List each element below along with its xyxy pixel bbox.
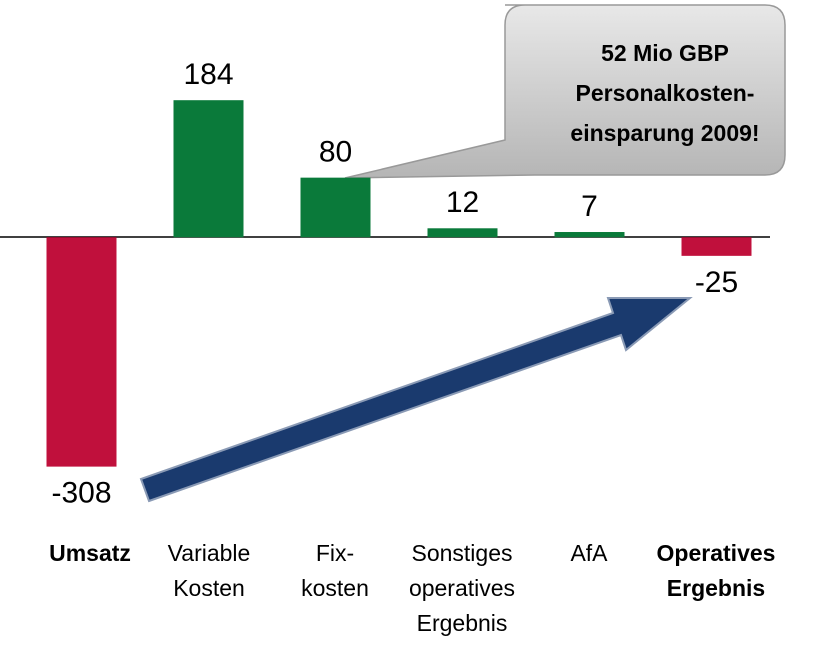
x-tick-label: Ergebnis — [417, 610, 508, 636]
x-tick-label: Ergebnis — [667, 575, 765, 601]
x-tick-label: kosten — [301, 575, 369, 601]
x-tick-label: Operatives — [657, 540, 776, 566]
value-label: 7 — [581, 190, 598, 223]
bars: -308 Umsatz 184 Variable Kosten 80 Fix-kosten 1… — [46, 58, 776, 636]
value-label: 80 — [319, 136, 352, 169]
value-label: -308 — [51, 477, 111, 510]
callout — [344, 4, 786, 179]
value-label: -25 — [695, 266, 738, 299]
bar — [554, 232, 625, 238]
annotation-line: Personalkosten- — [576, 80, 755, 106]
bar — [46, 237, 117, 467]
bar — [681, 237, 752, 256]
x-tick-label: operatives — [409, 575, 515, 601]
trend-arrow — [139, 297, 693, 503]
bar — [427, 228, 498, 238]
x-tick-label: Sonstiges — [411, 540, 512, 566]
x-tick-label: Umsatz — [49, 540, 131, 566]
annotation-line: einsparung 2009! — [570, 120, 759, 146]
annotation-line: 52 Mio GBP — [601, 40, 729, 66]
x-tick-label: AfA — [570, 540, 608, 566]
bar — [173, 100, 244, 238]
value-label: 12 — [446, 186, 479, 219]
bar — [300, 177, 371, 238]
x-tick-label: Kosten — [173, 575, 245, 601]
annotation: 52 Mio GBP Personalkosten-einsparung 2009… — [570, 40, 759, 146]
x-tick-label: Fix- — [316, 540, 354, 566]
x-tick-label: Variable — [168, 540, 251, 566]
value-label: 184 — [183, 58, 233, 91]
